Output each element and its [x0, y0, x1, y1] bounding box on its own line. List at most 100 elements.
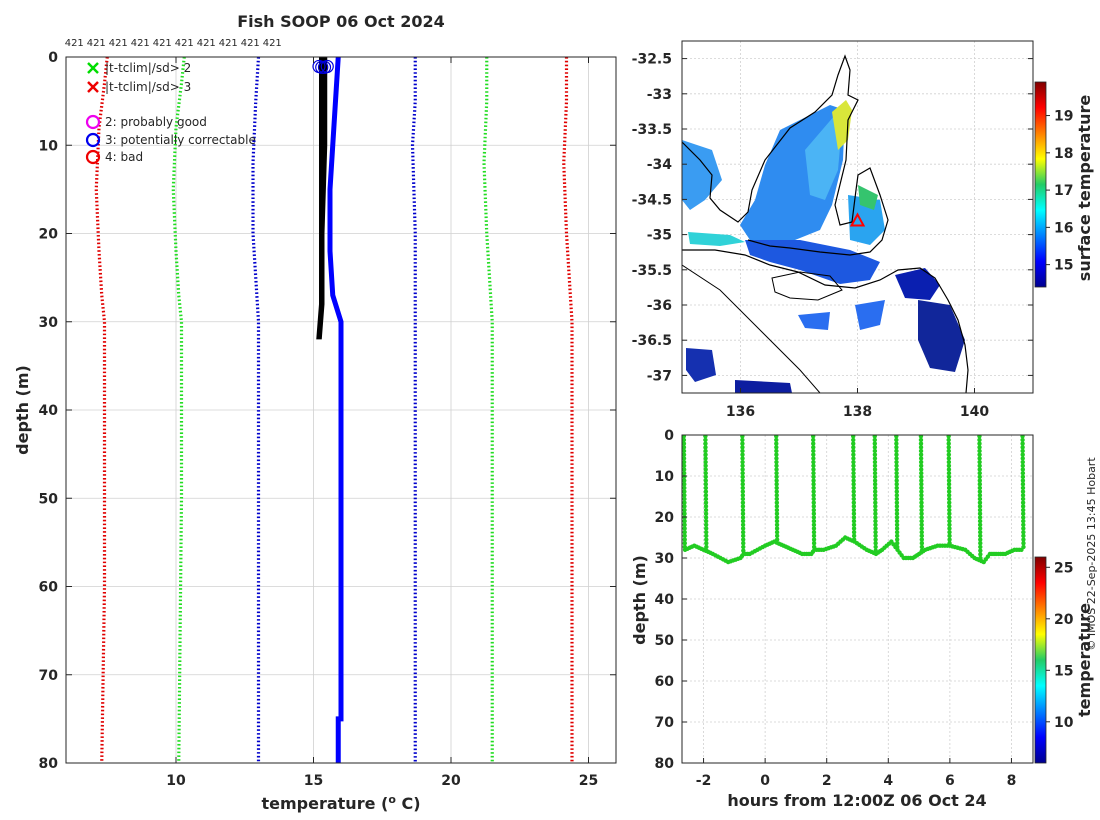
section-dive-point [682, 448, 687, 454]
count-label: 421 [87, 38, 106, 49]
section-dive-point [1020, 478, 1026, 483]
section-dive-point [894, 496, 900, 502]
section-dive-point [1020, 489, 1026, 494]
y-tick-label: 20 [39, 227, 59, 243]
west-coast-sst [682, 140, 722, 210]
section-dive-point [918, 463, 924, 468]
section-dive-point [774, 500, 780, 505]
section-dive-point [682, 511, 687, 516]
section-dive-point [947, 518, 952, 524]
section-dive-point [811, 493, 816, 498]
legend-x-marker [87, 81, 99, 93]
section-dive-point [894, 459, 899, 465]
section-dive-point [1020, 435, 1025, 439]
section-dive-point [682, 452, 687, 457]
section-colorbar-tick-label: 20 [1054, 612, 1074, 628]
chart-title: Fish SOOP 06 Oct 2024 [237, 12, 445, 31]
map-colorbar-tick-label: 18 [1054, 146, 1073, 162]
section-dive-point [872, 456, 878, 461]
section-dive-point [703, 441, 708, 446]
section-dive-point [977, 526, 983, 531]
section-dive-point [872, 474, 878, 480]
section-dive-point [919, 500, 924, 505]
legend-circle-marker [85, 132, 101, 148]
section-dive-point [947, 537, 952, 542]
profile-x-ticks: 10 15 20 25 [166, 57, 598, 789]
map-colorbar-tick-label: 16 [1054, 220, 1073, 236]
section-dive-point [872, 445, 878, 450]
section-dive-point [682, 533, 687, 539]
section-dive-point [703, 437, 708, 443]
section-y-tick-label: 10 [655, 469, 675, 485]
section-dive-point [978, 555, 983, 561]
section-dive-point [946, 448, 951, 454]
section-dive-point [919, 511, 924, 516]
section-dive-point [919, 474, 924, 480]
section-dive-point [873, 522, 878, 527]
section-dive-point [851, 437, 856, 443]
section-dive-point [1020, 452, 1025, 457]
section-dive-point [703, 478, 708, 483]
section-dive-point [703, 504, 709, 509]
section-dive-point [1021, 537, 1026, 542]
section-dive-point [919, 529, 924, 535]
section-dive-point [1021, 526, 1026, 531]
section-dive-point [1021, 511, 1026, 516]
map-y-tick-label: -35 [647, 228, 672, 244]
section-dive-point [851, 459, 856, 465]
section-dive-point [873, 541, 878, 546]
section-dive-point [977, 478, 982, 483]
measured-profile-band [316, 57, 328, 340]
section-dive-point [894, 452, 899, 457]
section-dive-point [811, 541, 817, 546]
section-y-tick-label: 30 [655, 551, 675, 567]
section-dive-point [872, 470, 878, 476]
gulf-warm-patch [805, 115, 842, 200]
section-dive-point [919, 467, 924, 472]
section-dive-point [919, 478, 924, 483]
section-dive-point [703, 526, 709, 531]
section-dive-point [851, 474, 856, 480]
profile-flag-markers [312, 59, 334, 74]
section-dive-point [774, 441, 779, 446]
section-dive-point [811, 544, 817, 550]
legend-label: |t-tclim|/sd> 2 [105, 61, 191, 75]
section-dive-point [977, 467, 982, 472]
section-dive-point [872, 452, 878, 457]
section-dive-point [977, 496, 983, 502]
section-dive-point [894, 537, 900, 542]
section-dive-point [774, 435, 779, 439]
offshore-patch-1 [855, 300, 885, 330]
section-dive-point [918, 456, 924, 461]
legend-x-marker [87, 62, 99, 74]
section-dive-point [811, 507, 817, 513]
section-dive-point [740, 463, 745, 468]
section-dive-point [811, 437, 816, 443]
x-tick-label: 10 [166, 773, 186, 789]
section-dive-point [703, 452, 708, 457]
section-dive-point [811, 515, 817, 520]
section-dive-point [1021, 522, 1026, 527]
section-dive-point [894, 485, 899, 491]
section-dive-point [774, 463, 779, 468]
section-colorbar [1034, 556, 1047, 764]
section-dive-point [851, 467, 856, 472]
section-dive-point [811, 500, 816, 505]
section-y-tick-label: 60 [655, 674, 675, 690]
section-dive-point [811, 448, 816, 454]
section-dive-point [740, 496, 746, 502]
section-dive-point [774, 504, 780, 509]
section-dive-point [851, 507, 857, 513]
section-dive-point [811, 467, 816, 472]
credit-text: © IMOS 22-Sep-2025 13:45 Hobart [1085, 457, 1098, 651]
map-y-tick-label: -37 [647, 368, 672, 384]
section-dive-point [703, 463, 708, 468]
map-colorbar-tick-label: 17 [1054, 183, 1073, 199]
section-dive-point [851, 537, 857, 542]
section-dive-point [1020, 496, 1026, 502]
section-dive-point [703, 489, 709, 494]
section-colorbar-tick-label: 15 [1054, 663, 1073, 679]
count-label: 421 [263, 38, 282, 49]
section-dive-point [703, 456, 708, 461]
section-dive-point [873, 518, 878, 524]
